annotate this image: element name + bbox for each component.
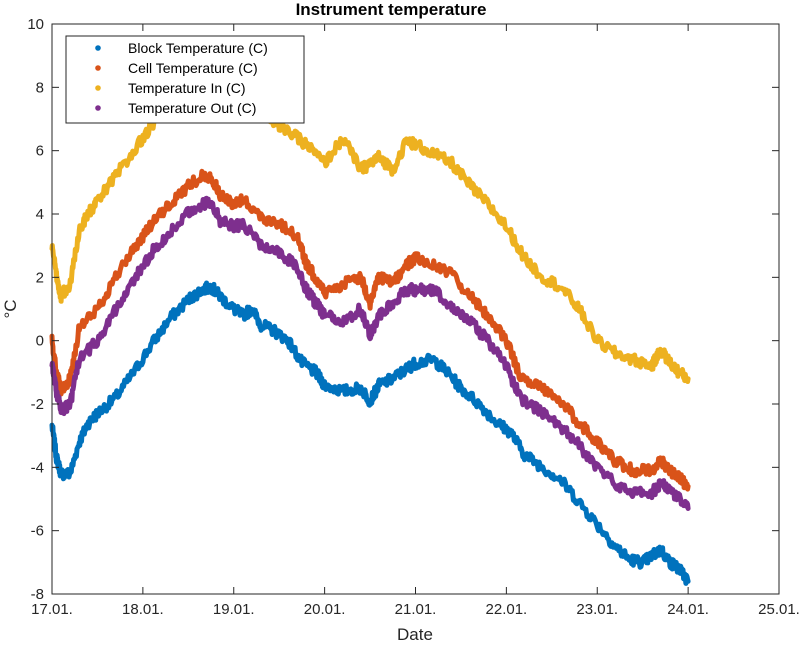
legend-label-1: Block Temperature (C) xyxy=(128,40,268,56)
legend-label-3: Temperature In (C) xyxy=(128,80,245,96)
y-axis-label: °C xyxy=(1,299,20,318)
x-tick-label: 21.01. xyxy=(395,601,437,618)
x-tick-label: 24.01. xyxy=(667,601,709,618)
legend-marker-2 xyxy=(95,65,101,71)
y-tick-label: 4 xyxy=(36,206,44,223)
series-1-trace xyxy=(49,280,691,586)
series-layer xyxy=(49,43,691,586)
x-axis: 17.01. 18.01. 19.01. 20.01. 21.01. 22.01. 23.0… xyxy=(31,24,800,618)
legend-marker-4 xyxy=(95,105,101,111)
y-tick-label: 10 xyxy=(27,16,44,33)
x-tick-label: 25.01. xyxy=(758,601,800,618)
x-tick-label: 22.01. xyxy=(486,601,528,618)
chart-title: Instrument temperature xyxy=(296,0,487,19)
series-4-trace xyxy=(49,195,691,511)
x-axis-label: Date xyxy=(397,625,433,644)
y-tick-label: -8 xyxy=(31,586,44,603)
y-tick-label: 2 xyxy=(36,269,44,286)
legend-marker-3 xyxy=(95,85,101,91)
y-tick-label: -4 xyxy=(31,459,44,476)
legend-marker-1 xyxy=(95,45,101,51)
y-axis: -8 -6 -4 -2 0 2 4 6 8 10 xyxy=(27,16,779,603)
y-tick-label: 0 xyxy=(36,333,44,350)
x-tick-label: 19.01. xyxy=(213,601,255,618)
x-tick-label: 20.01. xyxy=(304,601,346,618)
y-tick-label: 6 xyxy=(36,143,44,160)
y-tick-label: -2 xyxy=(31,396,44,413)
legend-label-4: Temperature Out (C) xyxy=(128,100,256,116)
y-tick-label: 8 xyxy=(36,79,44,96)
legend: Block Temperature (C) Cell Temperature (C… xyxy=(65,35,305,124)
x-tick-label: 23.01. xyxy=(576,601,618,618)
legend-box xyxy=(65,35,305,124)
legend-label-2: Cell Temperature (C) xyxy=(128,60,258,76)
series-3-trace xyxy=(49,43,691,384)
y-tick-label: -6 xyxy=(31,523,44,540)
x-tick-label: 18.01. xyxy=(122,601,164,618)
x-tick-label: 17.01. xyxy=(31,601,73,618)
series-2-trace xyxy=(49,168,691,492)
